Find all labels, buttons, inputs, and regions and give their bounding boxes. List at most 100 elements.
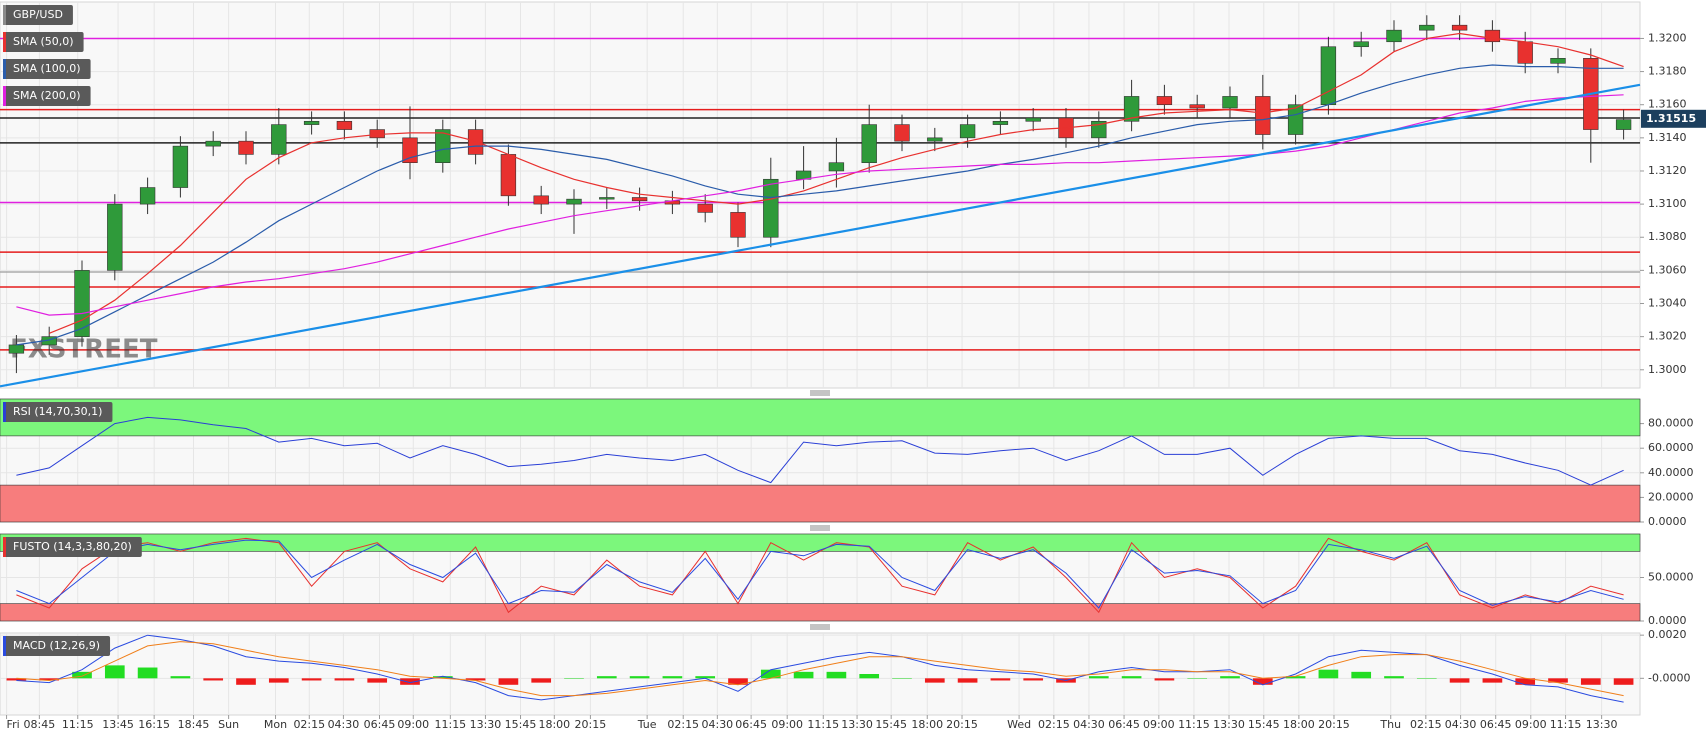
x-tick-label: 13:30 (470, 718, 502, 731)
histogram-bar (629, 676, 650, 679)
x-tick-label: 15:45 (1248, 718, 1280, 731)
histogram-bar (334, 678, 355, 681)
panel-label: SMA (200,0) (13, 89, 81, 102)
histogram-bar (1613, 678, 1634, 685)
histogram-bar (6, 678, 27, 681)
candle-body (435, 129, 451, 163)
panel-label: FUSTO (14,3,3,80,20) (13, 540, 132, 553)
y-tick-label: 1.3180 (1648, 65, 1687, 78)
candle-body (1353, 41, 1369, 48)
trendline (0, 83, 1641, 388)
candle-body (533, 195, 549, 205)
label-box (3, 59, 91, 79)
histogram-bar (104, 665, 125, 679)
y-tick-label: 1.3080 (1648, 230, 1687, 243)
x-tick-label: 13:30 (1586, 718, 1618, 731)
y-tick-label: 1.3100 (1648, 197, 1687, 210)
candle-body (566, 198, 582, 205)
histogram-bar (1580, 678, 1601, 685)
zone (0, 484, 1641, 523)
x-tick-label: 06:45 (1480, 718, 1512, 731)
y-tick-label: 1.3060 (1648, 263, 1687, 276)
zone (0, 398, 1641, 437)
histogram-bar (203, 678, 224, 681)
last-price-label: 1.31515 (1646, 112, 1696, 125)
x-tick-label: 11:15 (807, 718, 839, 731)
candle-body (139, 187, 156, 205)
y-tick-label: 20.0000 (1648, 490, 1694, 503)
candle-body (1517, 41, 1533, 64)
histogram-bar (1285, 676, 1306, 679)
label-stripe (3, 86, 6, 106)
series-line (48, 32, 1624, 334)
watermark: FXSTREET (10, 334, 158, 364)
histogram-bar (72, 671, 92, 679)
candle-body (828, 162, 845, 172)
histogram-bar (1187, 678, 1208, 679)
x-tick-label: 04:30 (328, 718, 360, 731)
candle-body (1550, 58, 1566, 64)
x-tick-label: 02:15 (667, 718, 699, 731)
series-line (16, 641, 1624, 697)
histogram-bar (859, 674, 880, 679)
x-tick-label: 13:30 (1213, 718, 1245, 731)
x-tick-label: 15:45 (505, 718, 537, 731)
series-line (16, 64, 1624, 346)
histogram-bar (1515, 678, 1536, 685)
y-tick-label: 80.0000 (1648, 417, 1694, 430)
x-tick-label: 20:15 (575, 718, 607, 731)
histogram-bar (760, 669, 781, 679)
series-line (16, 634, 1624, 703)
histogram-bar (367, 678, 388, 683)
x-tick-label: 06:45 (1108, 718, 1140, 731)
x-tick-label: 06:45 (364, 718, 396, 731)
histogram-bar (1449, 678, 1470, 683)
label-stripe (3, 402, 6, 422)
candle-body (1451, 24, 1468, 31)
panel-label: GBP/USD (13, 8, 63, 21)
candle-body (861, 124, 877, 163)
x-tick-label: 09:00 (1515, 718, 1547, 731)
y-tick-label: 0.0000 (1648, 515, 1687, 528)
histogram-bar (236, 678, 256, 685)
candle-body (1189, 104, 1205, 109)
x-tick-label: 18:00 (911, 718, 943, 731)
x-tick-label: 18:45 (178, 718, 210, 731)
x-tick-label: Mon (264, 718, 287, 731)
label-stripe (3, 537, 6, 557)
x-tick-label: 04:30 (701, 718, 733, 731)
y-tick-label: 0.0000 (1648, 614, 1687, 627)
histogram-bar (1154, 678, 1175, 681)
histogram-bar (268, 678, 289, 683)
x-tick-label: 11:15 (1178, 718, 1210, 731)
x-tick-label: 13:30 (841, 718, 873, 731)
histogram-bar (695, 676, 716, 679)
candle-body (697, 203, 713, 213)
histogram-bar (1384, 676, 1404, 679)
series-line (16, 94, 1624, 316)
candle-body (927, 137, 943, 142)
histogram-bar (301, 678, 322, 681)
y-tick-label: 1.3040 (1648, 297, 1687, 310)
series-line (16, 416, 1624, 486)
candle-body (959, 124, 976, 139)
histogram-bar (596, 676, 617, 679)
histogram-bar (1121, 676, 1142, 679)
label-box (3, 5, 73, 25)
x-tick-label: 16:15 (138, 718, 170, 731)
label-box (3, 32, 84, 52)
histogram-bar (39, 678, 60, 681)
histogram-bar (1088, 676, 1109, 679)
histogram-bar (137, 667, 158, 679)
x-tick-label: 09:00 (1143, 718, 1175, 731)
histogram-bar (662, 676, 683, 679)
histogram-bar (1351, 671, 1372, 679)
histogram-bar (432, 676, 453, 679)
candle-body (402, 137, 418, 163)
y-tick-label: 1.3120 (1648, 164, 1687, 177)
panel-grip (810, 390, 830, 396)
candle-body (1484, 29, 1501, 43)
y-tick-label: 1.3020 (1648, 330, 1687, 343)
